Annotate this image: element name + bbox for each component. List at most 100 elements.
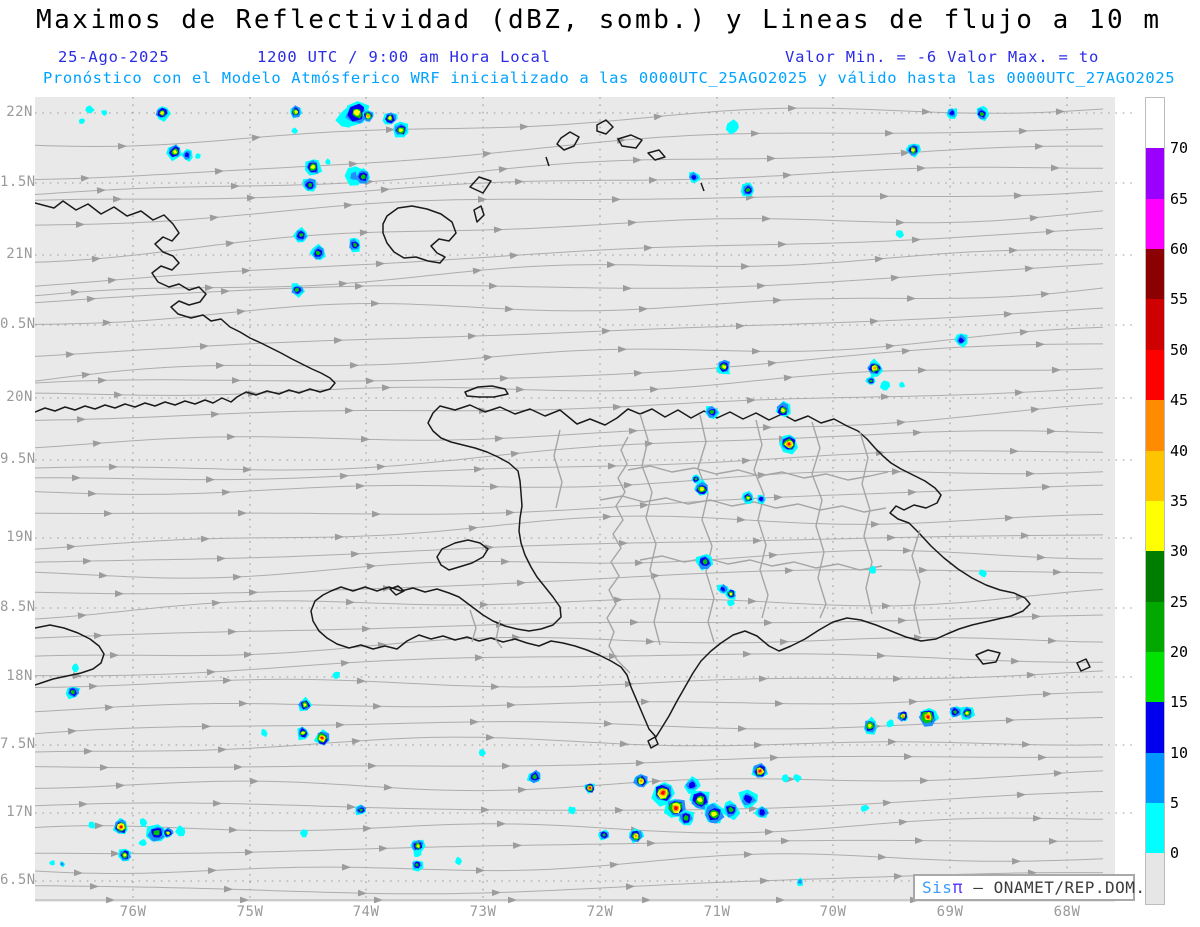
streamline [34, 534, 1104, 563]
reflectivity-cell [699, 487, 704, 491]
reflectivity-cell [722, 365, 727, 370]
reflectivity-cell [746, 496, 750, 500]
reflectivity-cell [388, 116, 392, 120]
reflectivity-cell [308, 182, 312, 188]
flow-arrow-icon [1018, 127, 1028, 135]
admin-border [606, 436, 631, 674]
flow-arrow-icon [784, 567, 794, 574]
flow-arrow-icon [759, 877, 769, 885]
colorbar-tick-label: 40 [1170, 441, 1189, 460]
credit-brand: Sis [922, 878, 953, 897]
colorbar-segment [1146, 500, 1164, 552]
lat-label: 20N [6, 389, 33, 405]
flow-arrow-icon [737, 725, 747, 733]
reflectivity-cell [332, 671, 340, 679]
colorbar-segment [1146, 198, 1164, 250]
streamline [35, 839, 1104, 855]
streamline [34, 484, 1104, 515]
flow-arrow-icon [233, 763, 243, 771]
flow-arrow-icon [360, 435, 370, 443]
flow-arrow-icon [767, 360, 777, 367]
flow-arrow-icon [98, 571, 108, 579]
colorbar-segment [1146, 450, 1164, 501]
reflectivity-cell [759, 809, 765, 816]
flow-arrow-icon [221, 488, 231, 496]
lat-label: 6.5N [0, 872, 36, 888]
flow-arrow-icon [876, 652, 886, 659]
colorbar-tick-label: 25 [1170, 592, 1189, 611]
reflectivity-cell [895, 230, 904, 238]
admin-border [469, 609, 477, 643]
coastline [647, 736, 659, 749]
flow-arrow-icon [472, 267, 482, 275]
flow-arrow-icon [504, 305, 514, 313]
streamline [34, 670, 1104, 688]
colorbar-segment [1146, 299, 1164, 350]
flow-arrow-icon [906, 295, 916, 302]
reflectivity-cell [123, 853, 127, 857]
flow-arrow-icon [907, 488, 917, 496]
flow-arrow-icon [1015, 594, 1025, 601]
flow-arrow-icon [82, 557, 92, 565]
flow-arrow-icon [1005, 716, 1015, 724]
lat-label: 17N [6, 804, 33, 820]
flow-arrow-icon [104, 704, 114, 712]
flow-arrow-icon [1031, 613, 1041, 621]
flow-arrow-icon [622, 284, 632, 292]
flow-arrow-icon [1034, 143, 1044, 150]
coastline [464, 385, 509, 398]
flow-arrow-icon [914, 837, 924, 844]
flow-arrow-icon [893, 675, 902, 683]
flow-arrow-icon [205, 476, 215, 483]
flow-arrow-icon [210, 410, 220, 418]
flow-arrow-icon [479, 601, 489, 609]
flow-arrow-icon [468, 525, 478, 532]
flow-arrow-icon [1003, 310, 1013, 318]
flow-arrow-icon [207, 867, 217, 875]
reflectivity-cell [953, 710, 957, 715]
flow-arrow-icon [890, 274, 900, 282]
reflectivity-cell [949, 110, 955, 115]
reflectivity-cell [674, 806, 678, 811]
streamline [34, 128, 1104, 180]
flow-arrow-icon [356, 677, 366, 685]
coastline [310, 404, 1031, 738]
flow-arrow-icon [613, 596, 623, 604]
flow-arrow-icon [91, 255, 101, 263]
reflectivity-cell [532, 774, 537, 780]
lon-label: 68W [1053, 904, 1081, 920]
lat-label: 19N [6, 529, 33, 545]
flow-arrow-icon [881, 602, 891, 610]
reflectivity-cell [71, 663, 80, 673]
flow-arrow-icon [110, 850, 120, 857]
flow-arrow-icon [1014, 389, 1024, 397]
flow-arrow-icon [517, 786, 527, 794]
flow-arrow-icon [756, 282, 766, 290]
flow-arrow-icon [366, 563, 376, 570]
flow-arrow-icon [114, 590, 124, 598]
colorbar-segment [1146, 702, 1164, 753]
reflectivity-cell [299, 233, 304, 237]
reflectivity-cell [78, 118, 85, 124]
reflectivity-cell [688, 781, 696, 789]
flow-arrow-icon [921, 108, 931, 116]
reflectivity-cell [303, 703, 307, 707]
coastline [473, 205, 485, 223]
flow-arrow-icon [65, 351, 75, 359]
map-canvas [34, 97, 1132, 904]
colorbar-segment [1146, 551, 1164, 602]
flow-arrow-icon [787, 104, 797, 112]
flow-arrow-icon [383, 783, 393, 791]
flow-arrow-icon [880, 393, 890, 401]
flow-arrow-icon [362, 825, 372, 832]
flow-arrow-icon [1046, 427, 1056, 435]
flow-arrow-icon [912, 429, 922, 437]
flow-arrow-icon [780, 837, 790, 845]
flow-arrow-icon [743, 851, 753, 858]
admin-border [697, 414, 715, 643]
flow-arrow-icon [902, 547, 912, 554]
reflectivity-cell [911, 148, 915, 152]
flow-arrow-icon [634, 559, 644, 567]
flow-arrow-icon [512, 842, 522, 849]
